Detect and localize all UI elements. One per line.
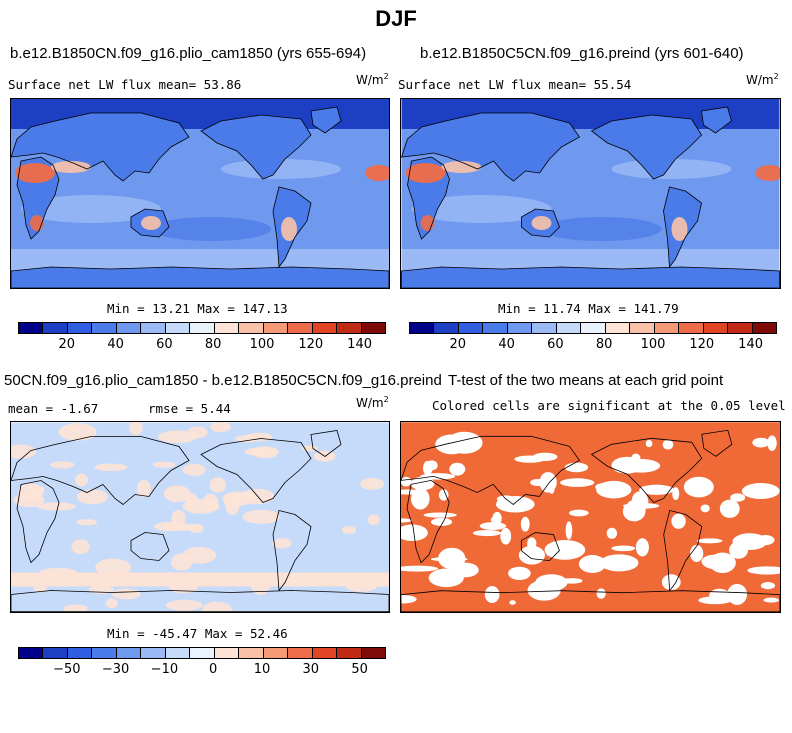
colorbar-swatch — [532, 323, 557, 333]
panel-1-unit: W/m2 — [356, 72, 389, 87]
colorbar-swatch — [263, 648, 289, 658]
colorbar-swatch — [239, 323, 264, 333]
colorbar-swatch — [312, 648, 338, 658]
colorbar-swatch — [67, 323, 93, 333]
colorbar-swatch — [214, 323, 240, 333]
colorbar-swatch — [165, 323, 191, 333]
colorbar-tick-label: −10 — [150, 662, 179, 677]
panel-1-map — [10, 98, 390, 289]
colorbar-tick-label: 140 — [738, 337, 764, 352]
colorbar-tick-label: 0 — [209, 662, 218, 677]
panel-1-title: b.e12.B1850CN.f09_g16.plio_cam1850 (yrs … — [10, 45, 367, 62]
panel-3-rmse: rmse = 5.44 — [148, 401, 231, 416]
colorbar-swatch — [581, 323, 606, 333]
panel-1-minmax: Min = 13.21 Max = 147.13 — [107, 301, 288, 316]
colorbar-swatch — [141, 648, 166, 658]
panel-2-title: b.e12.B1850C5CN.f09_g16.preind (yrs 601-… — [420, 45, 744, 62]
colorbar-tick-label: 50 — [351, 662, 368, 677]
panel-3-minmax: Min = -45.47 Max = 52.46 — [107, 626, 288, 641]
colorbar-tick-label: 20 — [58, 337, 76, 352]
colorbar-swatch — [43, 323, 68, 333]
panel-2-map — [400, 98, 781, 289]
colorbar-swatch — [361, 648, 386, 658]
panel-3-unit: W/m2 — [356, 395, 389, 410]
colorbar-swatch — [116, 648, 142, 658]
colorbar-swatch — [67, 648, 93, 658]
colorbar-tick-label: 100 — [249, 337, 275, 352]
colorbar-tick-label: 20 — [449, 337, 467, 352]
colorbar-swatch — [654, 323, 680, 333]
panel-2-unit: W/m2 — [746, 72, 779, 87]
colorbar-tick-label: −30 — [101, 662, 130, 677]
colorbar-swatch — [434, 323, 459, 333]
colorbar-tick-label: 80 — [204, 337, 222, 352]
colorbar-swatch — [190, 323, 215, 333]
colorbar-swatch — [337, 648, 362, 658]
colorbar-swatch — [214, 648, 240, 658]
colorbar-swatch — [239, 648, 264, 658]
colorbar-swatch — [190, 648, 215, 658]
colorbar-tick-label: 40 — [498, 337, 515, 352]
panel-2-colorbar — [409, 322, 777, 334]
colorbar-swatch — [337, 323, 362, 333]
colorbar-swatch — [507, 323, 533, 333]
panel-3-map — [10, 421, 390, 613]
panel-4-map — [400, 421, 781, 613]
colorbar-tick-label: 40 — [107, 337, 124, 352]
colorbar-tick-label: 120 — [298, 337, 324, 352]
colorbar-swatch — [605, 323, 631, 333]
colorbar-tick-label: 30 — [302, 662, 320, 677]
colorbar-tick-label: 80 — [595, 337, 613, 352]
colorbar-tick-label: 140 — [347, 337, 373, 352]
colorbar-swatch — [410, 323, 435, 333]
colorbar-swatch — [116, 323, 142, 333]
colorbar-swatch — [728, 323, 753, 333]
panel-2-mean: Surface net LW flux mean= 55.54 — [398, 77, 632, 92]
panel-3-title: 50CN.f09_g16.plio_cam1850 - b.e12.B1850C… — [4, 372, 442, 389]
figure-title: DJF — [375, 6, 417, 31]
colorbar-swatch — [288, 648, 313, 658]
colorbar-swatch — [483, 323, 508, 333]
colorbar-swatch — [458, 323, 484, 333]
colorbar-swatch — [92, 323, 117, 333]
colorbar-swatch — [19, 323, 44, 333]
colorbar-swatch — [92, 648, 117, 658]
panel-4-title: T-test of the two means at each grid poi… — [448, 372, 724, 389]
panel-1-mean: Surface net LW flux mean= 53.86 — [8, 77, 242, 92]
panel-4-subtitle: Colored cells are significant at the 0.0… — [432, 398, 786, 413]
colorbar-swatch — [630, 323, 655, 333]
colorbar-tick-label: −50 — [53, 662, 81, 677]
panel-3-mean: mean = -1.67 — [8, 401, 99, 416]
colorbar-swatch — [165, 648, 191, 658]
colorbar-swatch — [361, 323, 386, 333]
colorbar-swatch — [263, 323, 289, 333]
colorbar-tick-label: 100 — [640, 337, 666, 352]
panel-1-colorbar — [18, 322, 386, 334]
colorbar-swatch — [752, 323, 777, 333]
colorbar-swatch — [556, 323, 582, 333]
colorbar-swatch — [288, 323, 313, 333]
colorbar-swatch — [141, 323, 166, 333]
colorbar-swatch — [43, 648, 68, 658]
colorbar-tick-label: 120 — [689, 337, 715, 352]
panel-2-minmax: Min = 11.74 Max = 141.79 — [498, 301, 679, 316]
colorbar-swatch — [703, 323, 729, 333]
panel-3-colorbar — [18, 647, 386, 659]
colorbar-swatch — [679, 323, 704, 333]
colorbar-tick-label: 60 — [156, 337, 173, 352]
colorbar-tick-label: 60 — [547, 337, 564, 352]
colorbar-swatch — [312, 323, 338, 333]
colorbar-tick-label: 10 — [253, 662, 271, 677]
colorbar-swatch — [19, 648, 44, 658]
